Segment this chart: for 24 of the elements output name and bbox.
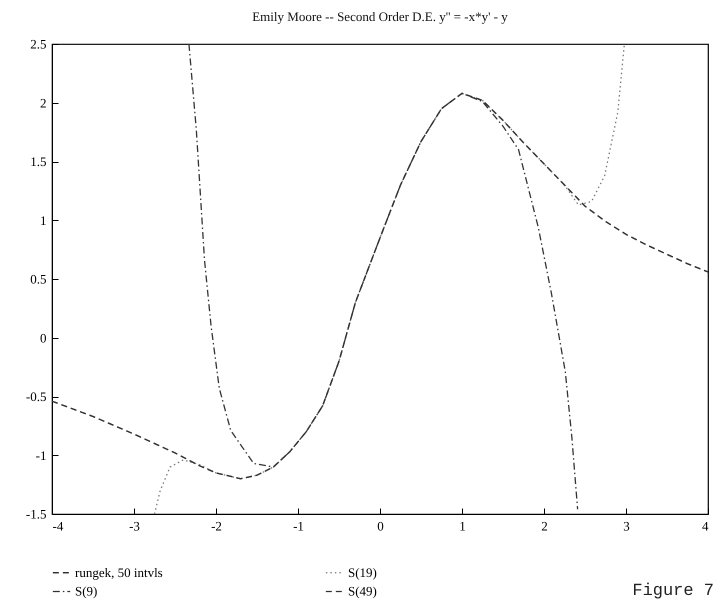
y-tick-label: 0.5	[30, 272, 46, 286]
y-tick-label: 2.5	[30, 36, 46, 52]
y-tick-label: -1	[36, 448, 46, 463]
legend-label: S(19)	[348, 564, 377, 580]
y-tick-label: 0	[40, 330, 46, 346]
x-tick-label: -4	[52, 518, 64, 534]
x-tick-label: -3	[129, 518, 140, 534]
x-tick-label: 4	[702, 518, 709, 534]
legend-label: S(9)	[75, 584, 98, 598]
x-tick-label: -2	[211, 518, 222, 534]
legend-label: rungek, 50 intvls	[75, 564, 163, 580]
chart-title: Emily Moore -- Second Order D.E. y'' = -x*y' - y	[252, 9, 508, 24]
y-tick-label: 1	[40, 212, 46, 228]
legend-label: S(49)	[348, 584, 377, 598]
x-tick-label: 1	[459, 518, 466, 534]
y-tick-label: -1.5	[26, 506, 46, 522]
x-tick-label: -1	[293, 518, 304, 534]
y-tick-label: -0.5	[26, 389, 46, 404]
x-tick-label: 3	[623, 518, 630, 534]
y-tick-label: 2	[40, 95, 46, 110]
y-tick-label: 1.5	[30, 154, 46, 169]
x-tick-label: 0	[377, 518, 384, 534]
x-tick-label: 2	[541, 518, 548, 534]
caption: Figure 7	[632, 582, 714, 601]
